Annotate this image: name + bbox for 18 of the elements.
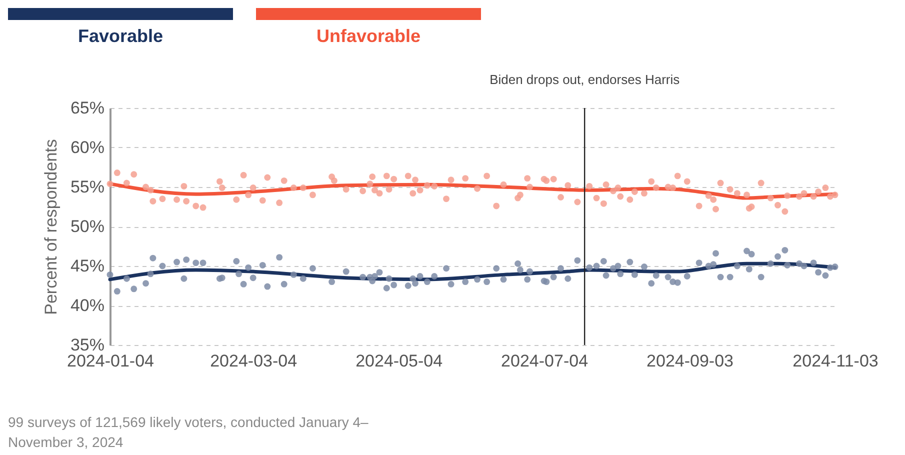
text: Unfavorable [315, 26, 422, 47]
y-tick-label: 40% [70, 296, 104, 315]
text: Favorable [76, 26, 164, 47]
y-tick-label: 35% [70, 336, 104, 354]
x-tick-label: 2024-07-04 [501, 352, 588, 370]
y-tick-label: 50% [70, 217, 104, 236]
x-tick-label: 2024-03-04 [210, 352, 298, 370]
text: 99 surveys of 121,569 likely voters, conducted January 4–November 3, 2024 [8, 413, 370, 452]
x-tick-label: 2024-05-04 [356, 352, 443, 370]
x-tick-label: 2024-01-04 [67, 352, 154, 370]
y-tick-label: 55% [70, 178, 104, 196]
y-tick-label: 45% [70, 256, 104, 276]
ref-line-label: Biden drops out, endorses Harris [490, 72, 680, 87]
x-tick-label: 2024-11-03 [792, 352, 878, 370]
y-tick-label: 60% [70, 138, 104, 157]
x-tick-label: 2024-09-03 [646, 352, 734, 370]
y-tick-label: 65% [70, 98, 104, 118]
y-axis-title: Percent of respondents [41, 139, 60, 315]
